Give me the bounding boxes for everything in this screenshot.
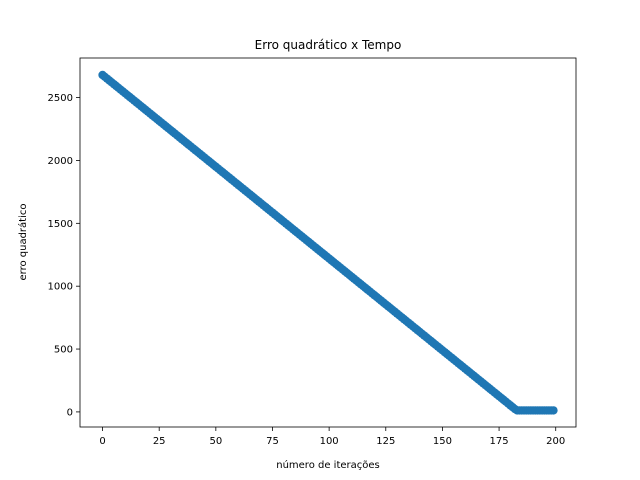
x-tick-label: 0 (99, 436, 105, 447)
y-tick-label: 0 (67, 407, 73, 418)
x-tick-label: 150 (433, 436, 452, 447)
y-tick-label: 1000 (48, 282, 73, 293)
x-tick-label: 25 (153, 436, 166, 447)
x-tick-label: 75 (266, 436, 279, 447)
x-tick-label: 100 (320, 436, 339, 447)
x-tick-label: 125 (376, 436, 395, 447)
y-tick-label: 1500 (48, 219, 73, 230)
x-axis-ticks: 0 25 50 75 100 125 150 175 200 (99, 427, 565, 447)
data-point (549, 406, 558, 415)
y-axis-label: erro quadrático (17, 204, 29, 281)
x-tick-label: 175 (490, 436, 509, 447)
chart-title: Erro quadrático x Tempo (255, 38, 402, 52)
y-tick-label: 500 (54, 345, 73, 356)
y-tick-label: 2000 (48, 156, 73, 167)
x-axis-label: número de iterações (276, 459, 380, 471)
y-tick-label: 2500 (48, 93, 73, 104)
plot-frame (79, 57, 577, 428)
data-points (98, 70, 558, 415)
y-axis-ticks: 0 500 1000 1500 2000 2500 (48, 93, 80, 418)
x-tick-label: 50 (209, 436, 222, 447)
x-tick-label: 200 (546, 436, 565, 447)
